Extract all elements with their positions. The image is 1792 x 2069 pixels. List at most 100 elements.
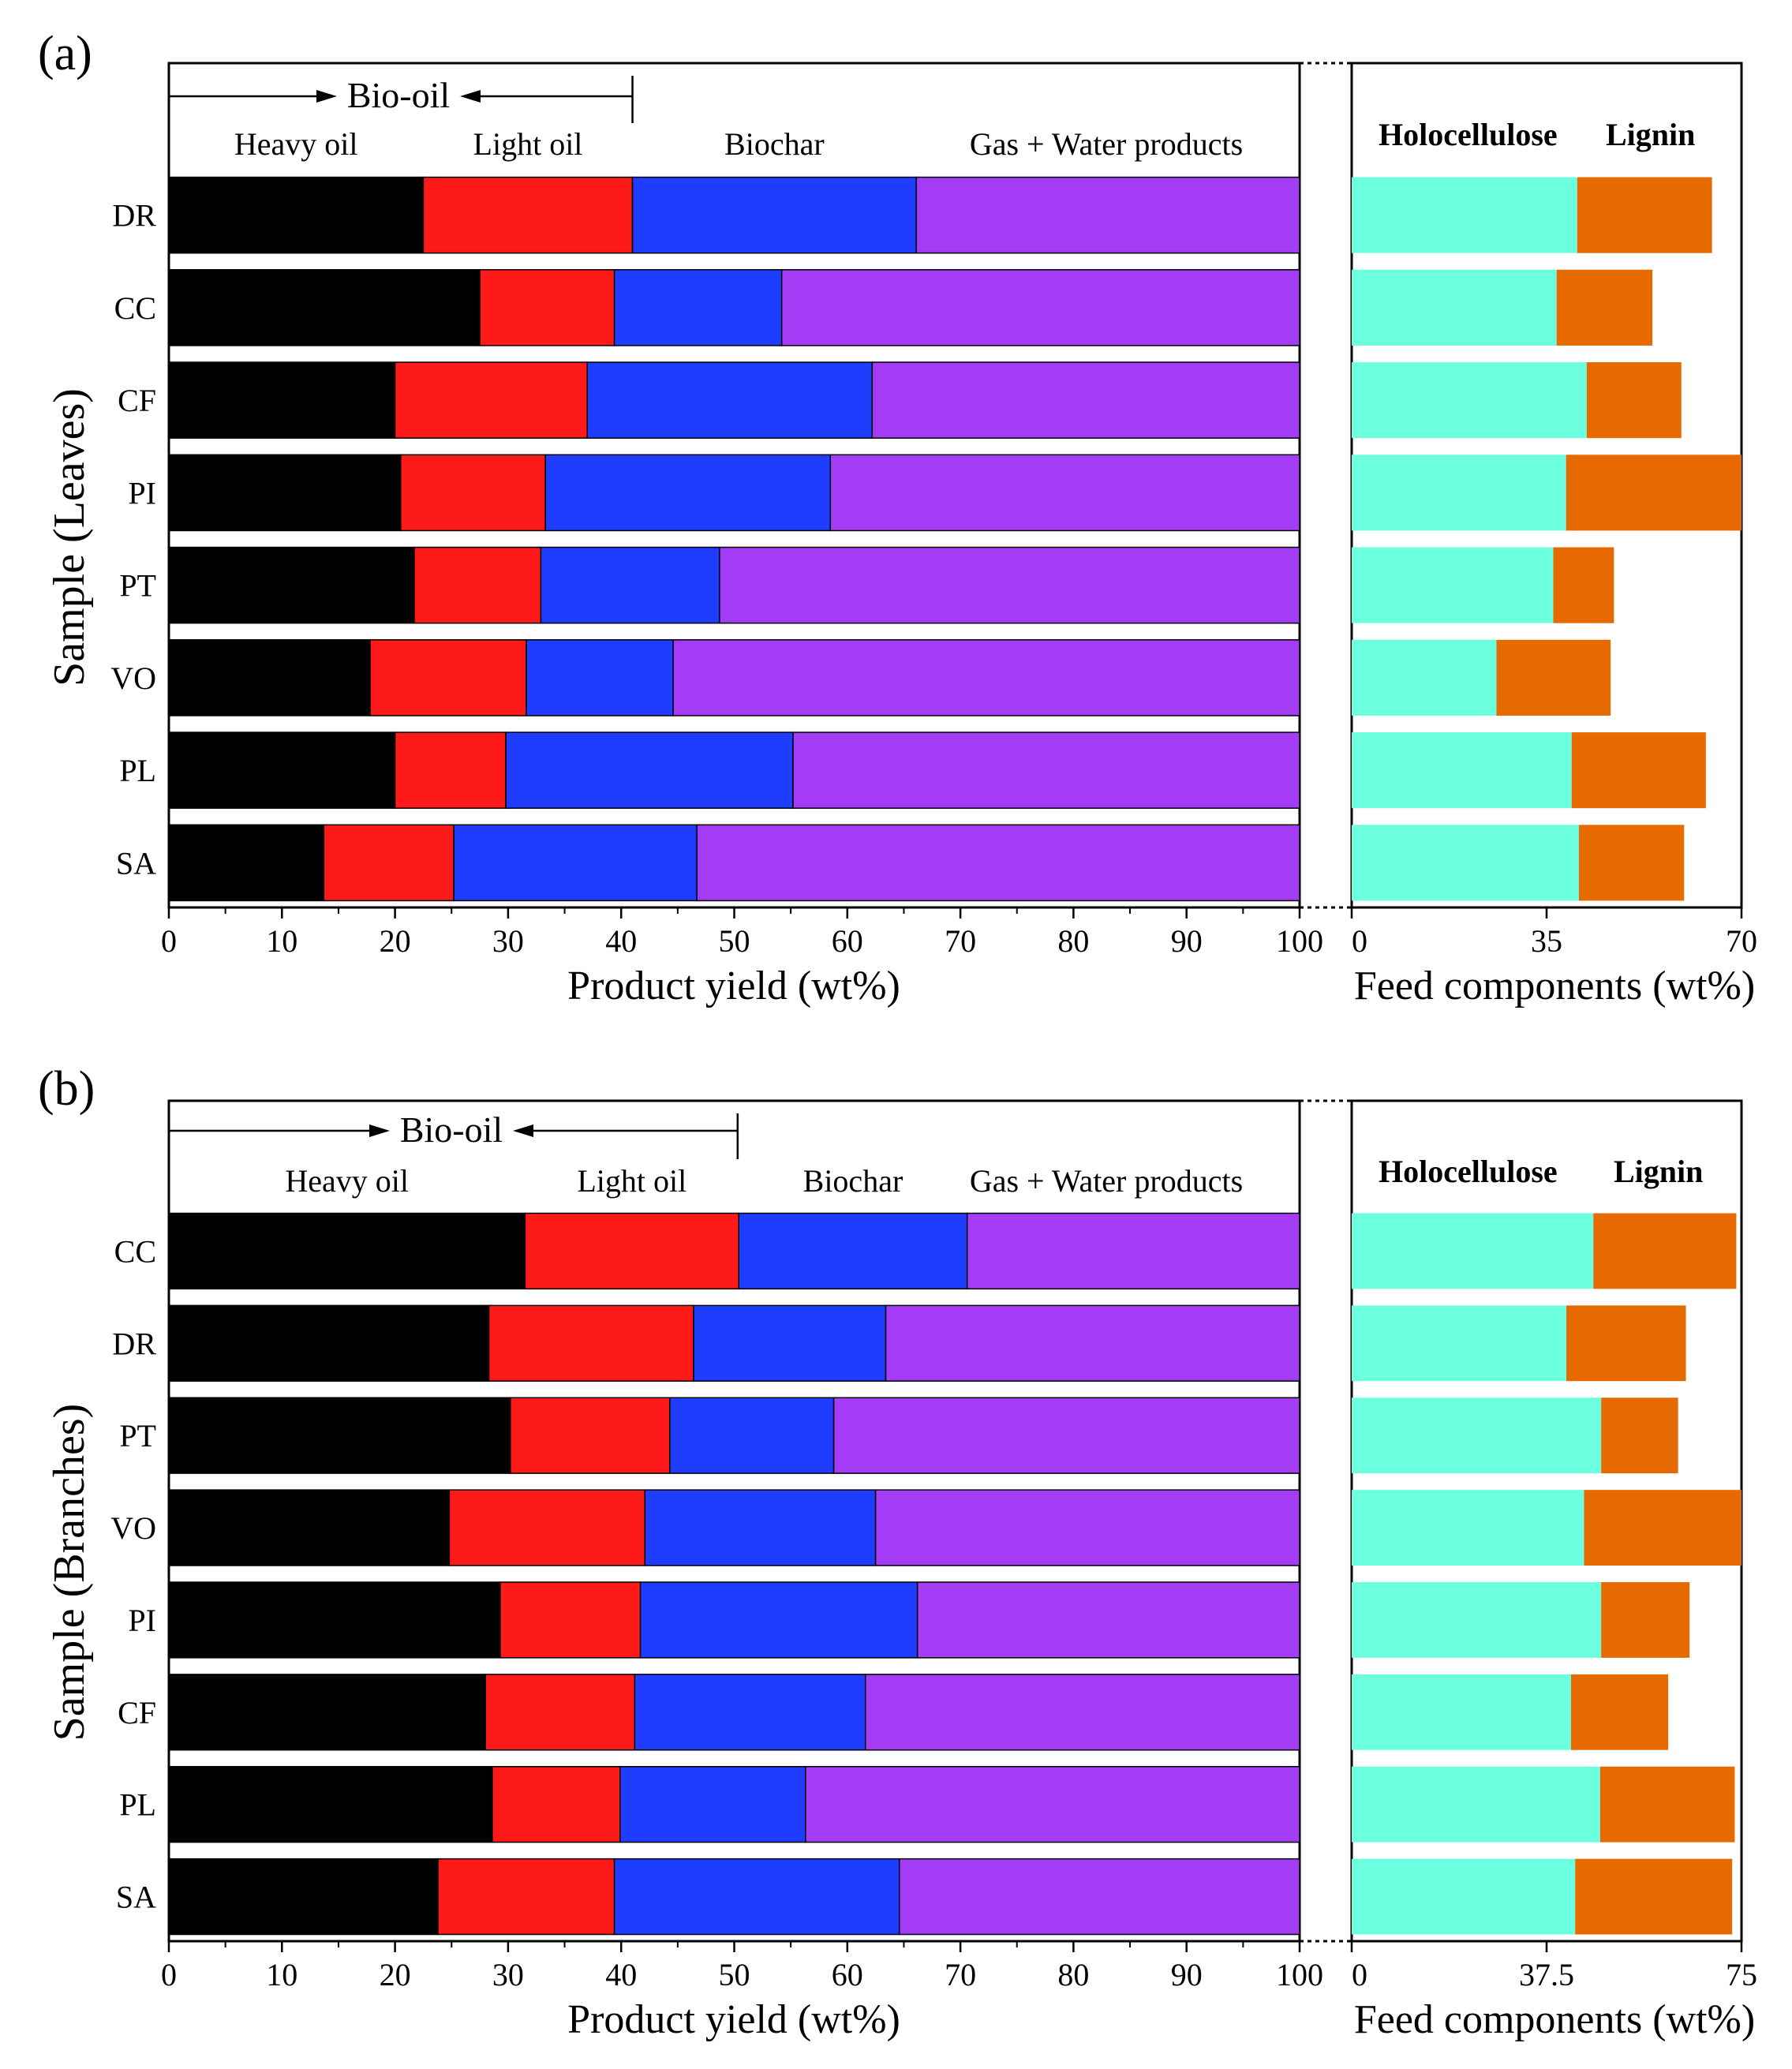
category-label-pl: PL [119, 753, 156, 788]
bar-sa-biochar [453, 824, 698, 902]
x-tick-label-10: 10 [266, 1957, 297, 1992]
bio-oil-arrow-left-head [460, 90, 481, 103]
x-tick-label-0: 0 [161, 1957, 177, 1992]
feed-bar-pt-holocellulose [1352, 547, 1554, 623]
bar-vo-heavy-oil [168, 639, 371, 716]
feed-x-tick-label-35: 35 [1531, 923, 1562, 959]
category-label-dr: DR [112, 1326, 156, 1361]
feed-bar-pl-lignin [1599, 1766, 1735, 1843]
bar-cf-gas-water-products [864, 1674, 1300, 1751]
feed-bar-cc-holocellulose [1352, 1213, 1594, 1289]
panel-b: (b) CC DR PT VO PI CF PL SA Bio-oil Heavy oil Light… [38, 1062, 1757, 2042]
feed-bar-vo-lignin [1584, 1490, 1741, 1566]
x-tick-label-0: 0 [161, 923, 177, 959]
feed-header-lignin: Lignin [1614, 1154, 1703, 1189]
series-header-gas-water-products: Gas + Water products [970, 126, 1243, 162]
bar-pl-biochar [619, 1766, 806, 1843]
bar-vo-light-oil [369, 639, 527, 716]
bar-pi-biochar [639, 1581, 918, 1659]
category-label-sa: SA [116, 1880, 156, 1915]
feed-bar-sa-holocellulose [1352, 825, 1579, 901]
category-label-dr: DR [112, 198, 156, 234]
feed-x-tick-label-0: 0 [1352, 1957, 1367, 1992]
feed-bar-cc-holocellulose [1352, 269, 1557, 346]
bar-cc-biochar [738, 1212, 968, 1290]
category-label-sa: SA [116, 845, 156, 881]
bar-dr-biochar [693, 1304, 887, 1382]
series-header-heavy-oil: Heavy oil [234, 126, 358, 162]
bar-pi-light-oil [400, 454, 546, 532]
bar-cc-gas-water-products [966, 1212, 1300, 1290]
bio-oil-label: Bio-oil [347, 75, 450, 115]
bio-oil-arrow-left-head [513, 1124, 533, 1137]
feed-bar-dr-holocellulose [1352, 1305, 1567, 1382]
feed-bar-pi-holocellulose [1352, 1582, 1602, 1658]
bar-vo-gas-water-products [672, 639, 1300, 716]
bar-pl-gas-water-products [805, 1766, 1300, 1843]
feed-bar-pt-lignin [1601, 1397, 1678, 1474]
bar-cc-light-oil [479, 269, 615, 346]
feed-bar-pl-holocellulose [1352, 732, 1572, 809]
category-label-pi: PI [128, 1603, 156, 1638]
panel-a: (a) DR CC CF PI PT VO PL SA Bio-oil Heavy oil Light… [38, 27, 1757, 1008]
bar-pl-heavy-oil [168, 731, 396, 809]
x-tick-label-90: 90 [1171, 1957, 1203, 1992]
bar-sa-biochar [613, 1858, 900, 1936]
bar-sa-heavy-oil [168, 1858, 439, 1936]
x-tick-label-90: 90 [1171, 923, 1203, 959]
x-tick-label-30: 30 [492, 923, 524, 959]
bar-cf-heavy-oil [168, 361, 396, 439]
feed-bar-sa-lignin [1575, 1858, 1733, 1935]
feed-bar-dr-lignin [1566, 1305, 1686, 1382]
feed-header-holocellulose: Holocellulose [1379, 1154, 1558, 1189]
x-tick-label-60: 60 [832, 923, 863, 959]
category-label-pt: PT [119, 568, 156, 604]
bar-pi-gas-water-products [829, 454, 1300, 532]
feed-x-tick-label-75: 75 [1726, 1957, 1757, 1992]
x-tick-label-60: 60 [832, 1957, 863, 1992]
feed-bar-dr-holocellulose [1352, 177, 1577, 253]
bar-sa-heavy-oil [168, 824, 325, 902]
category-label-vo: VO [110, 1510, 156, 1546]
x-axis-title: Product yield (wt%) [567, 963, 900, 1008]
category-label-cf: CF [118, 1695, 156, 1730]
bio-oil-arrow-right-head [369, 1124, 390, 1137]
x-tick-label-100: 100 [1276, 1957, 1323, 1992]
feed-bar-pi-holocellulose [1352, 455, 1566, 531]
feed-bar-pi-lignin [1566, 455, 1741, 531]
feed-x-axis-title: Feed components (wt%) [1354, 963, 1755, 1008]
series-header-light-oil: Light oil [577, 1163, 686, 1199]
x-tick-label-80: 80 [1057, 1957, 1089, 1992]
x-tick-label-70: 70 [945, 1957, 976, 1992]
feed-bar-sa-lignin [1578, 825, 1685, 901]
series-header-gas-water-products: Gas + Water products [970, 1163, 1243, 1199]
bar-cf-biochar [586, 361, 874, 439]
bar-sa-gas-water-products [898, 1858, 1300, 1936]
bar-pt-heavy-oil [168, 1397, 511, 1474]
category-label-pl: PL [119, 1787, 156, 1823]
feed-x-tick-label-37.5: 37.5 [1519, 1957, 1574, 1992]
bar-pl-light-oil [492, 1766, 621, 1843]
feed-bar-cf-holocellulose [1352, 362, 1587, 439]
bar-pi-gas-water-products [916, 1581, 1300, 1659]
x-tick-label-50: 50 [719, 1957, 750, 1992]
feed-bar-vo-lignin [1496, 639, 1611, 716]
bar-pt-biochar [669, 1397, 835, 1474]
feed-x-tick-label-0: 0 [1352, 923, 1367, 959]
bar-sa-light-oil [437, 1858, 615, 1936]
feed-bar-pi-lignin [1601, 1582, 1690, 1658]
feed-bar-cc-lignin [1593, 1213, 1737, 1289]
y-axis-title: Sample (Branches) [45, 1404, 94, 1742]
x-axis-title: Product yield (wt%) [567, 1997, 900, 2042]
bar-cf-light-oil [484, 1674, 636, 1751]
bar-dr-light-oil [422, 176, 634, 254]
x-tick-label-50: 50 [719, 923, 750, 959]
bar-pl-heavy-oil [168, 1766, 493, 1843]
bio-oil-arrow-right-head [316, 90, 337, 103]
x-tick-label-20: 20 [380, 1957, 411, 1992]
feed-bar-cf-lignin [1586, 362, 1682, 439]
category-label-cc: CC [114, 290, 156, 326]
bar-cf-heavy-oil [168, 1674, 486, 1751]
bar-cc-biochar [613, 269, 783, 346]
bar-sa-light-oil [323, 824, 455, 902]
